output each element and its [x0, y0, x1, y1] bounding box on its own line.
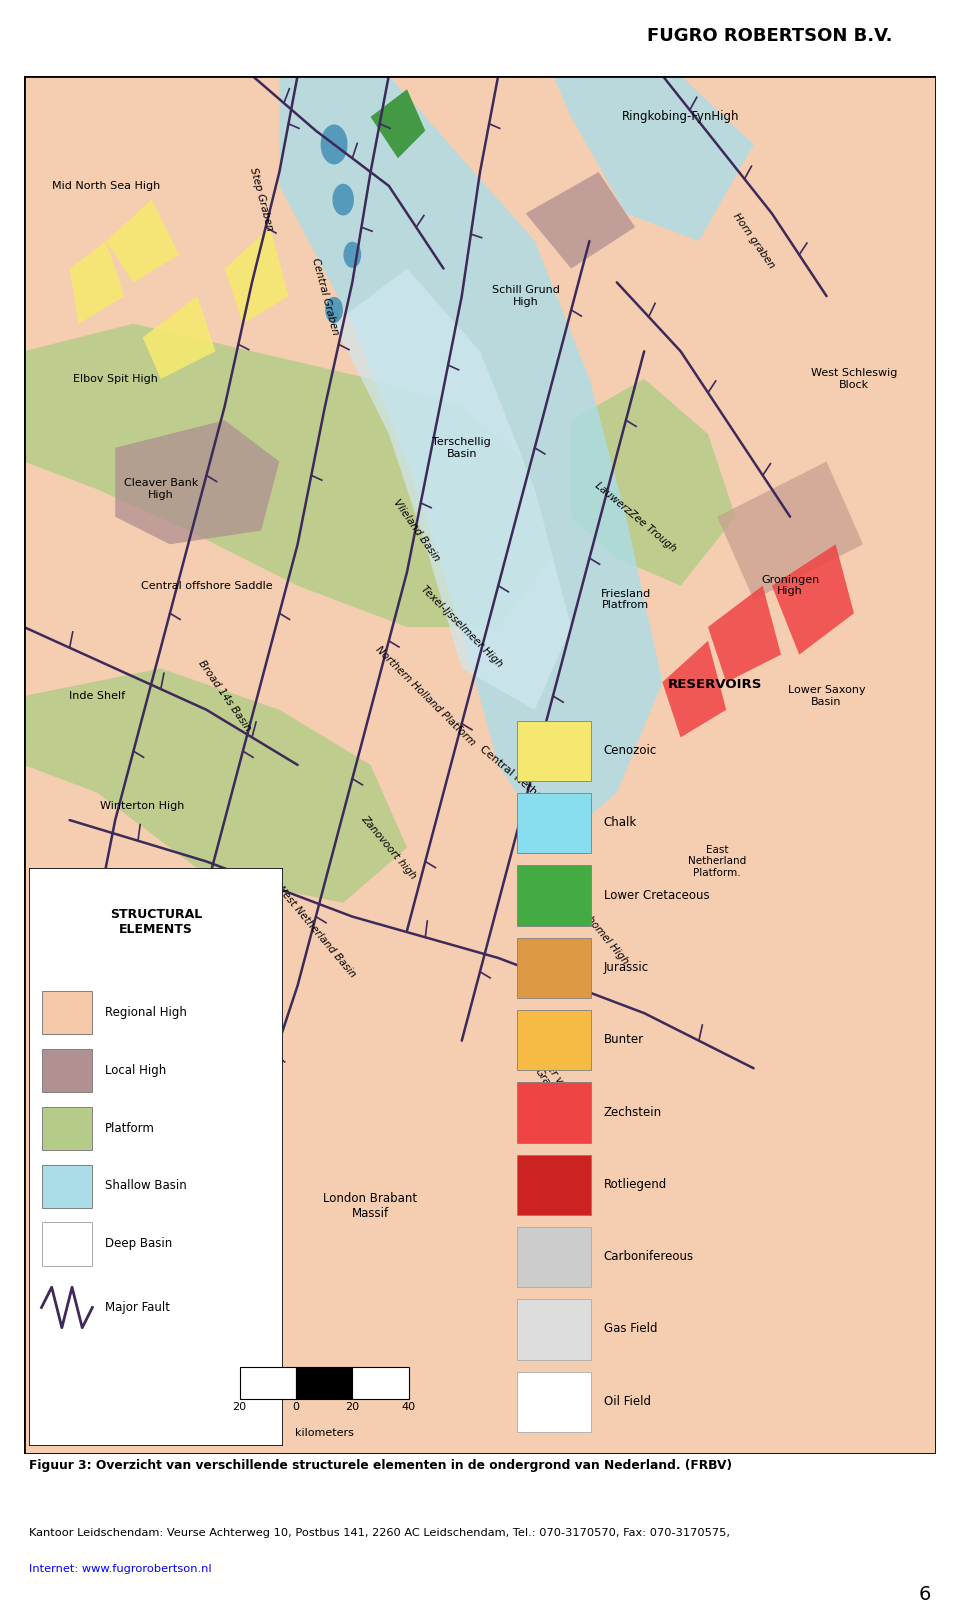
Text: West Schleswig
Block: West Schleswig Block: [811, 368, 897, 389]
Text: East
Netherland
Platform.: East Netherland Platform.: [688, 845, 746, 877]
Polygon shape: [708, 585, 781, 683]
Text: Texel-Ijsselmeer High: Texel-Ijsselmeer High: [420, 585, 504, 670]
Text: Cenozoic: Cenozoic: [604, 744, 657, 757]
Bar: [517, 720, 591, 781]
Text: 40: 40: [401, 1403, 416, 1413]
Text: RESERVOIRS: RESERVOIRS: [668, 678, 762, 691]
Circle shape: [333, 185, 353, 215]
Polygon shape: [225, 227, 288, 323]
Bar: [41, 1049, 92, 1093]
Polygon shape: [24, 669, 407, 903]
Text: Inde Shelf: Inde Shelf: [69, 691, 125, 701]
Polygon shape: [107, 199, 180, 283]
Bar: [517, 1082, 591, 1143]
Text: Northern Holland Platform: Northern Holland Platform: [373, 644, 477, 747]
Bar: [296, 1368, 352, 1398]
Text: Local High: Local High: [106, 1064, 166, 1077]
Circle shape: [344, 243, 361, 267]
Polygon shape: [526, 172, 636, 268]
Bar: [41, 1165, 92, 1208]
Text: Central Graben: Central Graben: [310, 257, 340, 336]
Text: Mid North Sea High: Mid North Sea High: [52, 182, 160, 191]
Polygon shape: [24, 76, 936, 1454]
Text: Broad 14s Basin: Broad 14s Basin: [197, 659, 252, 733]
Text: London Brabant
Massif: London Brabant Massif: [324, 1192, 418, 1220]
Bar: [41, 992, 92, 1035]
Bar: [517, 792, 591, 853]
Text: Jurassic: Jurassic: [604, 961, 649, 974]
Polygon shape: [571, 379, 735, 585]
Text: 20: 20: [346, 1403, 359, 1413]
Text: Ringkobing-FynHigh: Ringkobing-FynHigh: [622, 111, 739, 124]
Text: Rotliegend: Rotliegend: [604, 1178, 667, 1191]
Polygon shape: [142, 296, 215, 379]
Polygon shape: [772, 545, 854, 654]
Polygon shape: [24, 323, 553, 627]
Bar: [41, 1223, 92, 1266]
Polygon shape: [717, 461, 863, 599]
Text: LauwerzZee Trough: LauwerzZee Trough: [592, 480, 678, 553]
Bar: [517, 1154, 591, 1215]
Text: London brabant
Shelf: London brabant Shelf: [154, 919, 241, 942]
Text: Deep Basin: Deep Basin: [106, 1237, 173, 1250]
Text: Schill Grund
High: Schill Grund High: [492, 286, 560, 307]
Bar: [41, 1107, 92, 1151]
Bar: [517, 937, 591, 998]
Text: Zechstein: Zechstein: [604, 1106, 661, 1118]
Text: Terschellig
Basin: Terschellig Basin: [432, 437, 492, 458]
Text: Figuur 3: Overzicht van verschillende structurele elementen in de ondergrond van: Figuur 3: Overzicht van verschillende st…: [29, 1459, 732, 1472]
Text: Zanovoort high: Zanovoort high: [359, 813, 419, 881]
Bar: [517, 1372, 591, 1432]
Text: Vlieland Basin: Vlieland Basin: [391, 498, 442, 564]
Text: Bunter: Bunter: [604, 1033, 644, 1046]
Text: Elbov Spit High: Elbov Spit High: [73, 374, 157, 384]
Text: Regional High: Regional High: [106, 1006, 187, 1019]
Text: Internet: www.fugrorobertson.nl: Internet: www.fugrorobertson.nl: [29, 1564, 211, 1575]
Text: Chalk: Chalk: [604, 816, 637, 829]
Polygon shape: [334, 268, 571, 710]
Polygon shape: [371, 90, 425, 157]
Text: STRUCTURAL
ELEMENTS: STRUCTURAL ELEMENTS: [109, 908, 203, 937]
Text: Step Graben: Step Graben: [248, 167, 275, 233]
Bar: [240, 1368, 296, 1398]
Bar: [517, 1298, 591, 1360]
Bar: [517, 1228, 591, 1287]
Text: Groningen
High: Groningen High: [761, 575, 819, 596]
Circle shape: [322, 125, 347, 164]
Text: Roer valley
Graben: Roer valley Graben: [527, 1053, 579, 1112]
Bar: [517, 865, 591, 926]
Text: West Netherland Basin: West Netherland Basin: [274, 882, 358, 979]
Text: 0: 0: [293, 1403, 300, 1413]
Text: Shallow Basin: Shallow Basin: [106, 1180, 187, 1192]
Text: Major Fault: Major Fault: [106, 1302, 170, 1315]
Polygon shape: [279, 76, 662, 847]
Circle shape: [325, 297, 343, 323]
Bar: [352, 1368, 409, 1398]
Text: Central offshore Saddle: Central offshore Saddle: [140, 580, 273, 591]
Text: Horn graben: Horn graben: [731, 212, 777, 270]
Text: 20: 20: [232, 1403, 247, 1413]
Bar: [517, 1009, 591, 1070]
Polygon shape: [70, 241, 125, 323]
Text: Platform: Platform: [106, 1122, 155, 1135]
Polygon shape: [115, 419, 279, 545]
Text: Gas Field: Gas Field: [604, 1323, 658, 1335]
Text: Maasbomel High: Maasbomel High: [567, 893, 630, 967]
Text: 6: 6: [919, 1585, 931, 1604]
Text: Kantoor Leidschendam: Veurse Achterweg 10, Postbus 141, 2260 AC Leidschendam, Te: Kantoor Leidschendam: Veurse Achterweg 1…: [29, 1528, 730, 1538]
Polygon shape: [553, 76, 754, 241]
Text: Lower Saxony
Basin: Lower Saxony Basin: [788, 685, 865, 707]
Polygon shape: [662, 641, 727, 738]
Text: Oil Field: Oil Field: [604, 1395, 651, 1408]
Text: Winterton High: Winterton High: [101, 802, 184, 812]
Text: kilometers: kilometers: [295, 1429, 353, 1438]
Text: Cleaver Bank
High: Cleaver Bank High: [124, 479, 198, 500]
Text: FUGRO ROBERTSON B.V.: FUGRO ROBERTSON B.V.: [647, 27, 893, 45]
Text: Lower Cretaceous: Lower Cretaceous: [604, 889, 709, 902]
Text: Carbonifereous: Carbonifereous: [604, 1250, 694, 1263]
Text: Friesland
Platfrom: Friesland Platfrom: [601, 588, 651, 611]
Text: Central Netherland Basin: Central Netherland Basin: [477, 744, 592, 842]
